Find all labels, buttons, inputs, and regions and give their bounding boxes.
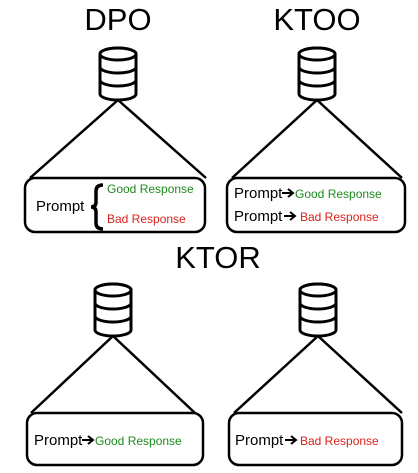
database-icon — [298, 282, 338, 338]
left-curly-brace-icon — [90, 183, 104, 231]
ktoo-prompt-2: Prompt — [234, 208, 283, 225]
dpo-prompt-label: Prompt — [36, 198, 85, 215]
ktoo-bad-response: Bad Response — [300, 210, 379, 224]
dpo-good-response: Good Response — [107, 182, 194, 196]
database-icon — [297, 46, 337, 102]
ktoo-good-response: Good Response — [295, 187, 382, 201]
dpo-bad-response: Bad Response — [107, 212, 186, 226]
ktor-right-panel: Prompt Bad Response — [227, 282, 404, 467]
dpo-panel: Prompt Good Response Bad Response — [23, 46, 207, 234]
ktoo-panel: Prompt Good Response Prompt Bad Response — [225, 46, 407, 234]
ktor-right-bad-response: Bad Response — [300, 434, 379, 448]
ktoo-prompt-1: Prompt — [234, 185, 283, 202]
ktor-left-prompt: Prompt — [34, 432, 83, 449]
cone-lines — [29, 99, 207, 179]
title-ktor: KTOR — [175, 240, 261, 275]
dpo-data-box — [23, 176, 207, 234]
ktor-right-data-box — [227, 411, 404, 467]
ktor-left-good-response: Good Response — [95, 434, 182, 448]
database-icon — [93, 282, 133, 338]
ktor-right-prompt: Prompt — [235, 432, 284, 449]
title-ktoo: KTOO — [273, 2, 360, 37]
ktor-left-data-box — [25, 411, 205, 467]
ktor-left-panel: Prompt Good Response — [25, 282, 205, 467]
cone-lines — [233, 335, 403, 414]
cone-lines — [231, 99, 403, 179]
database-icon — [98, 46, 138, 102]
title-dpo: DPO — [84, 2, 151, 37]
ktoo-data-box — [225, 176, 407, 234]
cone-lines — [30, 335, 196, 414]
